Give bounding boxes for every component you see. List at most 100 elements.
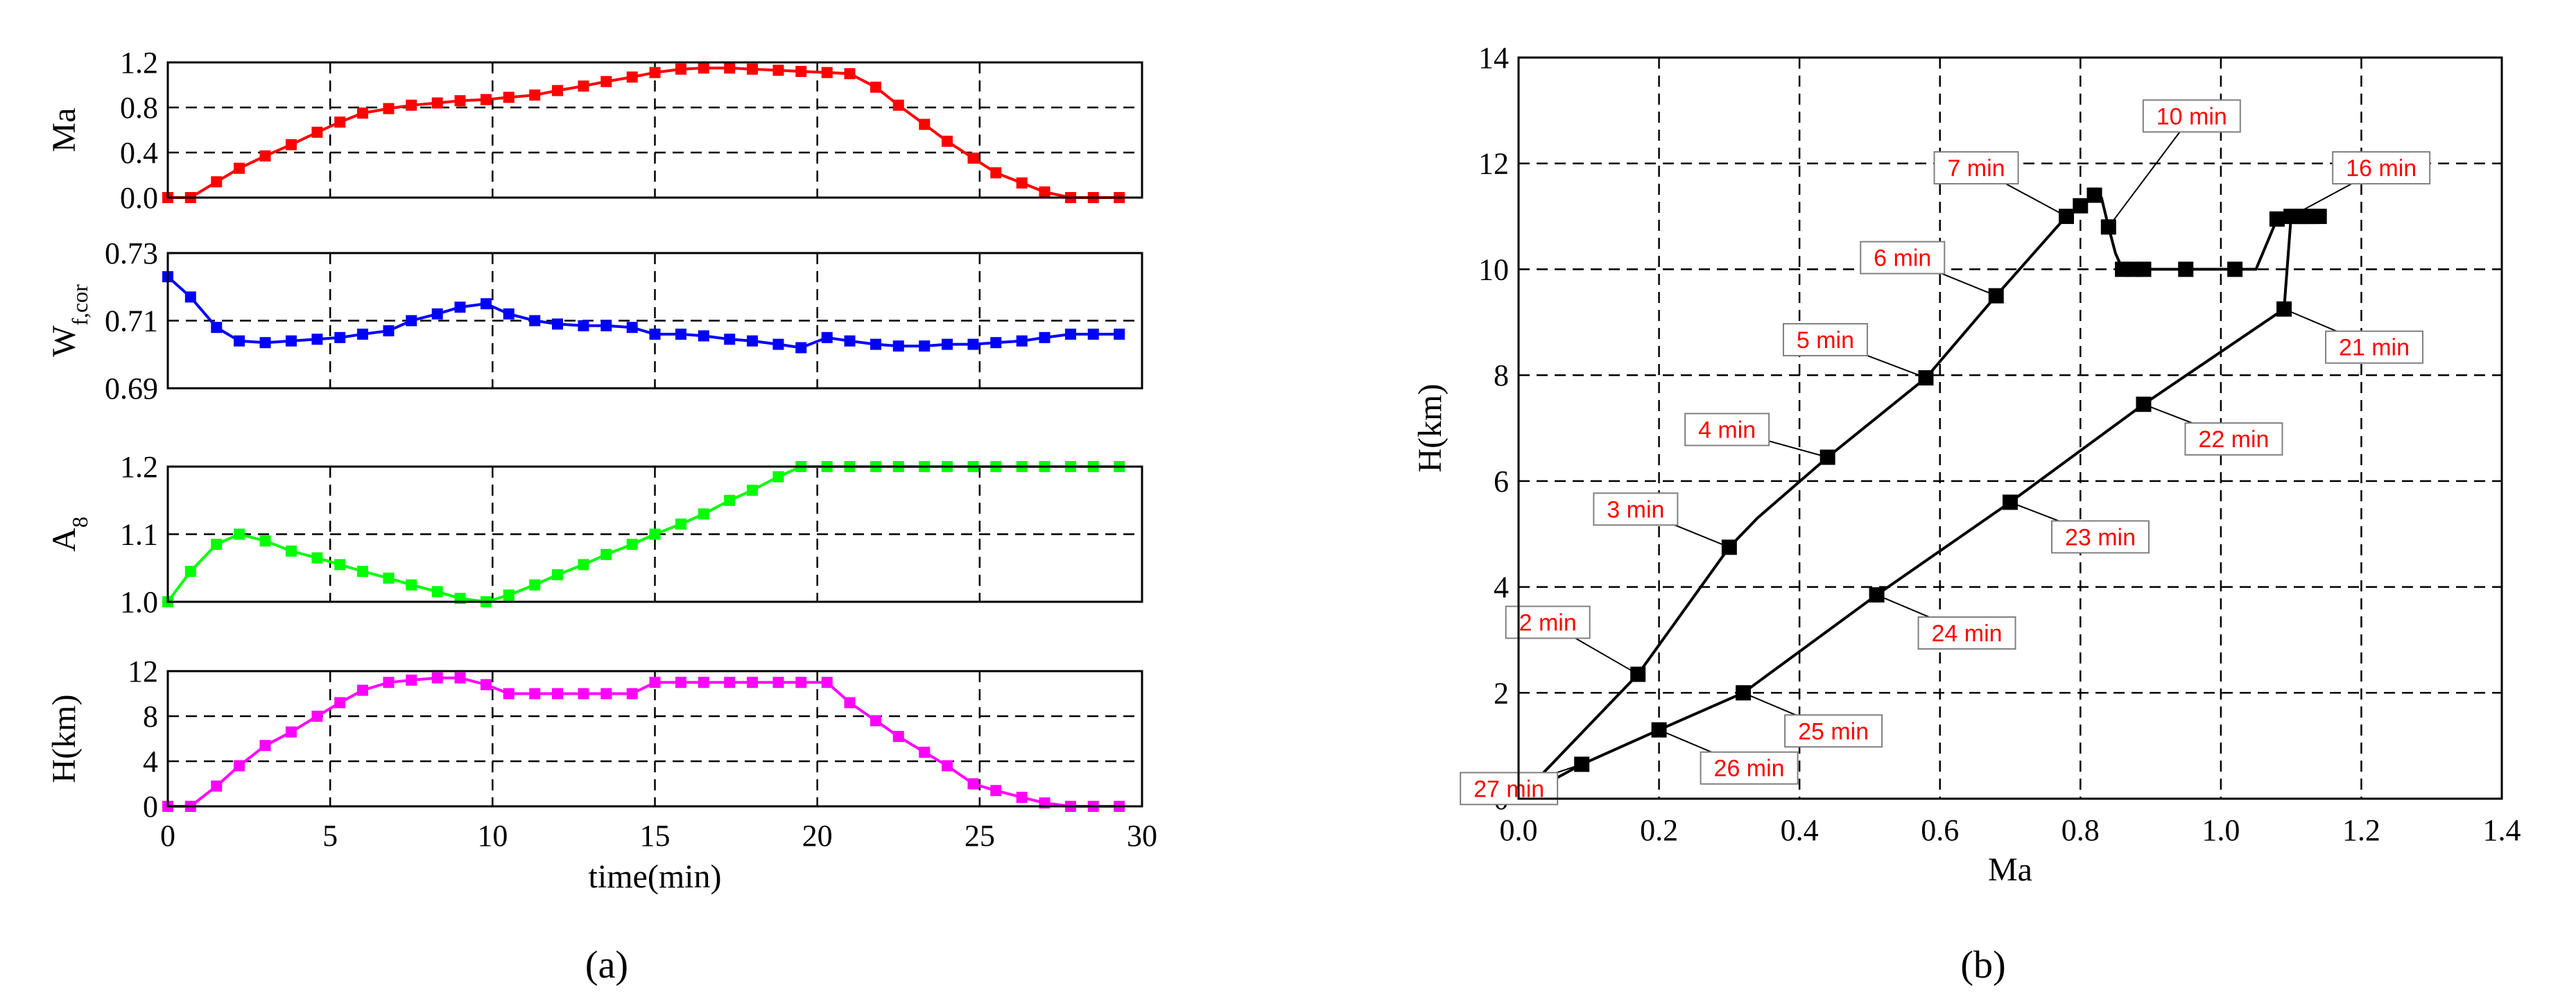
data-point — [285, 726, 297, 738]
subplot-4: 0 4 8 12 H(km) — [46, 654, 1143, 824]
y-axis-label-subscript: 8 — [67, 517, 92, 528]
y-tick-label: 1.1 — [120, 518, 158, 552]
annotation: 3 min — [1593, 492, 1730, 548]
data-point — [503, 308, 515, 320]
data-point — [724, 494, 736, 506]
y-tick-label: 6 — [1494, 465, 1509, 498]
data-point — [406, 675, 417, 686]
annotation-label: 6 min — [1874, 245, 1931, 272]
x-tick-label: 1.0 — [2202, 813, 2240, 847]
y-tick-label: 0.4 — [120, 136, 158, 170]
data-point — [649, 528, 661, 540]
y-tick-label: 1.2 — [120, 46, 158, 80]
annotation-box — [1460, 772, 1559, 806]
data-point — [431, 97, 443, 109]
annotation: 4 min — [1684, 413, 1828, 458]
subplot-2: 0.69 0.71 0.73 Wf,cor — [46, 236, 1143, 406]
data-point — [772, 471, 784, 483]
plot-frame — [166, 252, 1143, 390]
data-point — [795, 342, 807, 354]
subplot-1: 0.0 0.4 0.8 1.2 Ma — [46, 46, 1143, 215]
y-axis-label: Ma — [46, 108, 83, 153]
data-point — [234, 528, 245, 540]
y-tick-label: 10 — [1478, 252, 1509, 286]
data-point — [2178, 261, 2194, 277]
data-point — [698, 677, 709, 688]
plot-frame — [166, 465, 1143, 603]
data-point — [431, 586, 443, 598]
data-point — [600, 688, 612, 700]
data-point — [844, 697, 856, 709]
annotation: 7 min — [1933, 151, 2067, 217]
data-point — [431, 308, 443, 320]
data-point — [675, 63, 686, 75]
y-tick-label: 8 — [143, 700, 158, 734]
data-point — [724, 333, 736, 345]
data-point — [578, 688, 589, 700]
data-point — [311, 552, 323, 564]
annotation-label: 3 min — [1607, 496, 1664, 523]
x-tick-label: 10 — [477, 819, 508, 853]
data-point — [892, 731, 904, 743]
annotation-label: 25 min — [1798, 718, 1869, 745]
data-point — [285, 335, 297, 347]
data-point — [184, 291, 196, 303]
data-point — [259, 535, 271, 547]
data-point — [480, 94, 492, 105]
y-tick-label: 0.73 — [105, 236, 158, 270]
data-point — [747, 335, 758, 347]
data-point — [892, 340, 904, 352]
data-point — [311, 126, 323, 138]
data-point — [503, 589, 515, 601]
data-point — [892, 99, 904, 111]
y-tick-label: 0 — [143, 790, 158, 824]
data-point — [626, 688, 638, 700]
series-line-2 — [166, 275, 1120, 349]
annotation-label: 4 min — [1698, 417, 1756, 443]
data-point — [357, 107, 368, 119]
data-point — [795, 66, 807, 77]
data-point — [357, 566, 368, 578]
data-point — [626, 322, 638, 333]
y-tick-label: 0.8 — [120, 91, 158, 125]
panel-b: 0.00.20.40.60.81.01.21.4024681012142 min… — [1412, 41, 2521, 888]
data-point — [234, 760, 245, 772]
data-point — [383, 103, 395, 114]
data-point — [311, 333, 323, 345]
annotation-box — [1917, 616, 2016, 650]
data-point — [454, 95, 466, 107]
annotation-box — [2051, 520, 2150, 554]
data-point — [234, 335, 245, 347]
x-tick-label: 30 — [1127, 819, 1157, 853]
data-point — [357, 329, 368, 340]
data-point — [454, 672, 466, 684]
y-tick-label: 0.0 — [120, 181, 158, 215]
annotation-box — [2142, 99, 2241, 133]
series-line-4 — [168, 676, 1120, 808]
data-point — [334, 116, 346, 128]
annotation-label: 2 min — [1519, 610, 1577, 636]
panel-a: 0.00.40.81.2Ma0.690.710.73Wf,cor1.01.11.… — [46, 46, 1157, 895]
x-tick-label: 0.8 — [2061, 813, 2100, 847]
data-point — [967, 778, 979, 790]
x-tick-label: 1.4 — [2483, 813, 2521, 847]
data-point — [821, 331, 833, 343]
plot-frame — [1517, 56, 2503, 800]
data-point — [698, 508, 709, 520]
annotation-box — [1933, 151, 2019, 185]
data-point — [578, 559, 589, 571]
x-tick-label: 0.6 — [1921, 813, 1959, 847]
data-point — [967, 153, 979, 164]
x-tick-label: 1.2 — [2342, 813, 2380, 847]
data-point — [1016, 335, 1028, 347]
data-point — [2073, 198, 2089, 214]
y-tick-label: 0.69 — [105, 372, 158, 406]
y-tick-label: 12 — [1478, 147, 1509, 181]
annotation-label: 23 min — [2065, 524, 2136, 550]
annotation-box — [1684, 413, 1770, 446]
data-point — [747, 677, 758, 688]
annotation-box — [1593, 492, 1679, 526]
data-point — [552, 85, 563, 96]
annotation-label: 5 min — [1797, 327, 1854, 354]
